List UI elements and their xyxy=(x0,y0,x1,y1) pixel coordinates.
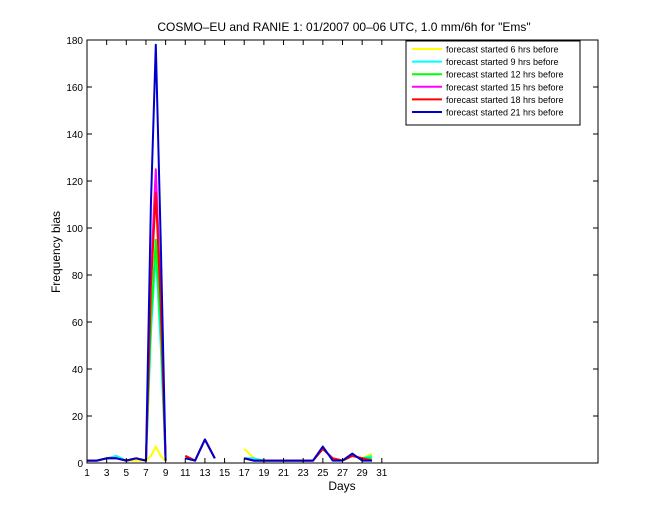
legend-label: forecast started 6 hrs before xyxy=(446,45,559,55)
y-tick-label: 100 xyxy=(66,224,83,235)
x-tick-label: 25 xyxy=(317,468,329,479)
y-tick-label: 40 xyxy=(72,365,84,376)
y-axis-label: Frequency bias xyxy=(49,211,63,293)
x-tick-label: 17 xyxy=(239,468,251,479)
series-line-6 xyxy=(87,43,372,462)
y-tick-label: 160 xyxy=(66,83,83,94)
x-tick-label: 23 xyxy=(298,468,310,479)
y-tick-label: 120 xyxy=(66,177,83,188)
axis-ticks: 1 3 5 7 9 11 13 15 17 19 21 23 25 27 29 310204060801001… xyxy=(66,36,598,479)
legend: forecast started 6 hrs before forecast st… xyxy=(405,40,581,126)
x-tick-label: 29 xyxy=(357,468,369,479)
x-tick-label: 9 xyxy=(163,468,169,479)
x-tick-label: 1 xyxy=(84,468,90,479)
y-tick-label: 60 xyxy=(72,318,84,329)
x-tick-label: 27 xyxy=(337,468,349,479)
y-tick-label: 0 xyxy=(77,459,83,470)
legend-label: forecast started 18 hrs before xyxy=(446,95,564,105)
x-tick-label: 13 xyxy=(199,468,211,479)
x-tick-label: 21 xyxy=(278,468,290,479)
y-tick-label: 140 xyxy=(66,130,83,141)
x-tick-label: 5 xyxy=(124,468,130,479)
legend-label: forecast started 15 hrs before xyxy=(446,82,564,92)
x-tick-label: 31 xyxy=(376,468,388,479)
x-tick-label: 3 xyxy=(104,468,110,479)
y-tick-label: 80 xyxy=(72,271,84,282)
legend-label: forecast started 9 hrs before xyxy=(446,57,559,67)
series-lines xyxy=(87,43,373,462)
x-tick-label: 19 xyxy=(258,468,270,479)
x-tick-label: 11 xyxy=(180,468,191,479)
y-tick-label: 20 xyxy=(72,412,84,423)
x-tick-label: 15 xyxy=(219,468,231,479)
chart-title: COSMO–EU and RANIE 1: 01/2007 00–06 UTC,… xyxy=(157,20,530,34)
y-tick-label: 180 xyxy=(66,36,83,47)
legend-label: forecast started 21 hrs before xyxy=(446,108,564,118)
legend-label: forecast started 12 hrs before xyxy=(446,70,564,80)
x-tick-label: 7 xyxy=(143,468,149,479)
x-axis-label: Days xyxy=(328,479,355,493)
